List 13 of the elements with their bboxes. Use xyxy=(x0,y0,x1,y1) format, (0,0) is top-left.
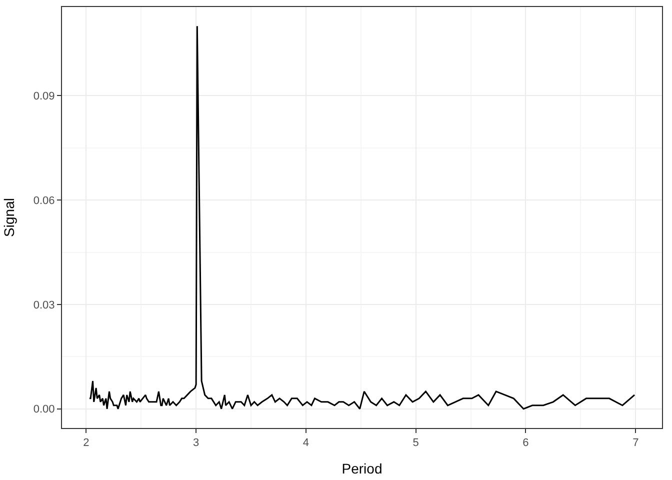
y-tick-label: 0.00 xyxy=(33,404,55,416)
line-series xyxy=(88,25,636,410)
y-tick-label: 0.06 xyxy=(33,194,55,207)
x-tick-label: 7 xyxy=(632,437,639,450)
x-tick-label: 2 xyxy=(83,437,90,450)
x-tick-label: 6 xyxy=(522,437,529,450)
y-tick-label: 0.03 xyxy=(33,299,55,312)
x-tick-label: 5 xyxy=(412,437,419,450)
y-tick-label: 0.09 xyxy=(33,90,55,103)
x-tick-label: 4 xyxy=(302,437,310,450)
y-axis-title: Signal xyxy=(0,198,17,237)
x-axis-title: Period xyxy=(342,460,382,476)
x-tick-label: 3 xyxy=(193,437,200,450)
